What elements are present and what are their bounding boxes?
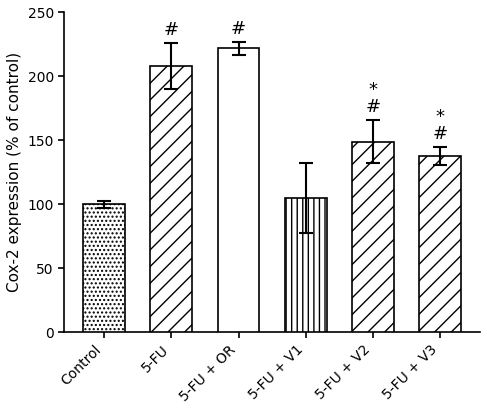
Text: #: # — [365, 98, 381, 116]
Bar — [352, 142, 394, 332]
Text: #: # — [231, 20, 246, 38]
Y-axis label: Cox-2 expression (% of control): Cox-2 expression (% of control) — [7, 52, 22, 293]
Bar — [83, 204, 125, 332]
Text: *: * — [369, 81, 377, 99]
Text: #: # — [164, 21, 179, 39]
Bar — [218, 48, 260, 332]
Bar — [419, 156, 461, 332]
Text: *: * — [436, 109, 445, 126]
Text: #: # — [433, 125, 448, 143]
Bar — [150, 66, 192, 332]
Bar — [285, 198, 327, 332]
